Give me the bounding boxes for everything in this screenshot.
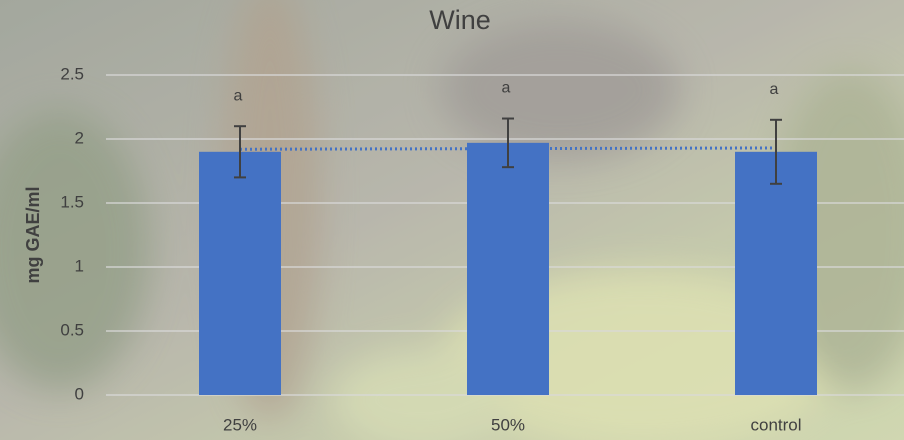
x-tick-label: 50%: [491, 415, 525, 434]
y-tick-label: 1.5: [60, 192, 84, 211]
x-tick-label: control: [750, 415, 801, 434]
y-tick-label: 2.5: [60, 64, 84, 83]
bar: [735, 151, 817, 395]
chart-title: Wine: [429, 5, 491, 35]
bar: [199, 151, 281, 395]
y-tick-label: 0.5: [60, 320, 84, 339]
annotation: a: [502, 80, 511, 97]
y-tick-label: 1: [75, 256, 84, 275]
annotation: a: [770, 81, 779, 98]
bar: [467, 142, 549, 395]
y-tick-label: 2: [75, 128, 84, 147]
annotation: a: [234, 87, 243, 104]
y-axis-label: mg GAE/ml: [23, 186, 43, 283]
x-tick-label: 25%: [223, 415, 257, 434]
y-tick-label: 0: [75, 384, 84, 403]
trendline: [239, 146, 777, 151]
